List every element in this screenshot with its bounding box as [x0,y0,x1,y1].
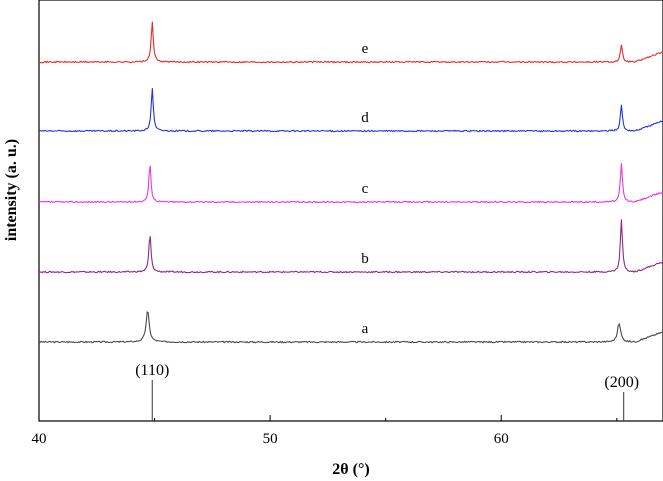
y-axis-title: intensity (a. u.) [3,139,20,241]
series-label-d: d [361,110,369,126]
reference-label-1: (200) [604,374,639,391]
x-axis-title: 2θ (°) [332,461,369,478]
series-group: a b c d e [38,21,663,344]
series-label-a: a [362,321,369,337]
plot-frame [38,0,663,422]
x-tick-label-50: 50 [263,431,278,447]
reference-label-0: (110) [135,362,169,379]
series-label-e: e [362,41,369,57]
x-tick-label-60: 60 [494,431,509,447]
x-tick-label-40: 40 [32,431,47,447]
series-line-d [38,88,663,133]
series-label-b: b [361,251,369,267]
series-label-c: c [362,181,369,197]
x-ticks-group: 40 50 60 [32,415,618,447]
series-line-c [38,163,663,204]
series-line-b [38,219,663,274]
series-line-e [38,21,663,64]
series-line-a [38,310,663,344]
reference-lines-group: (110) (200) [135,362,639,421]
